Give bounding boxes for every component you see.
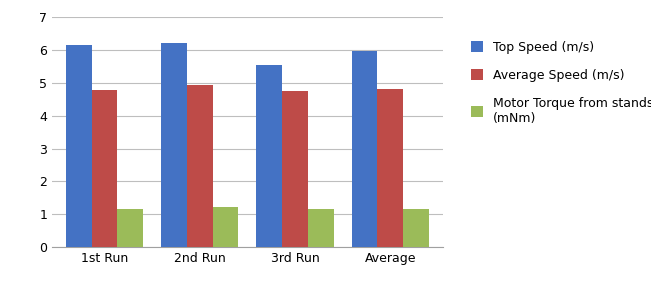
Bar — [213, 207, 238, 247]
Bar — [378, 89, 403, 247]
Bar — [161, 43, 187, 247]
Bar — [117, 209, 143, 247]
Bar — [256, 65, 282, 247]
Bar — [66, 46, 92, 247]
Bar — [403, 209, 429, 247]
Bar — [187, 85, 213, 247]
Bar — [352, 51, 378, 247]
Bar — [92, 90, 117, 247]
Bar — [308, 209, 333, 247]
Bar — [282, 91, 308, 247]
Legend: Top Speed (m/s), Average Speed (m/s), Motor Torque from standstill
(mNm): Top Speed (m/s), Average Speed (m/s), Mo… — [465, 35, 651, 131]
